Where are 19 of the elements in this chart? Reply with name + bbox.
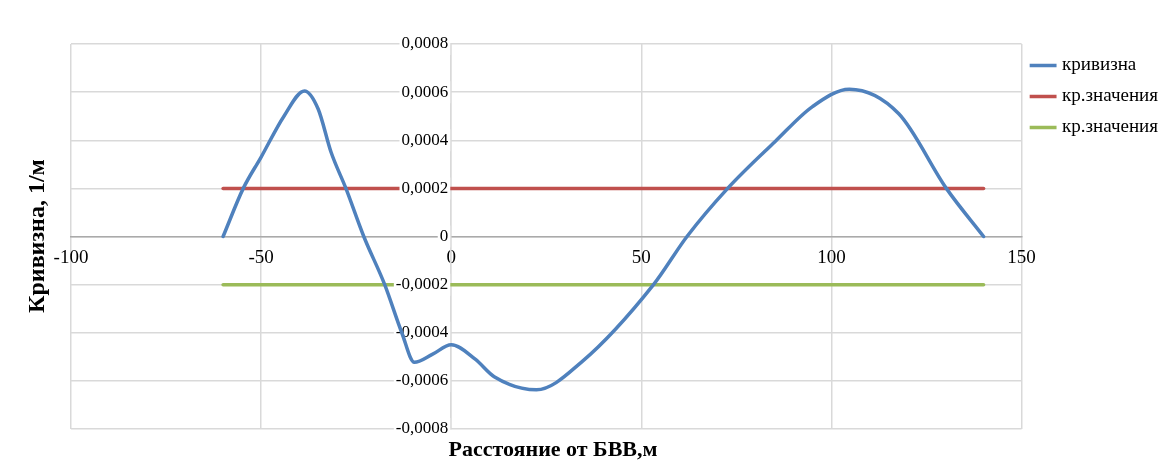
y-tick-label: 0,0006 <box>401 81 449 101</box>
y-tick-label: 0,0008 <box>401 33 449 53</box>
legend-label: кр.значения <box>1062 84 1159 106</box>
legend-label: кривизна <box>1062 53 1137 75</box>
x-tick-label: -100 <box>53 245 89 267</box>
y-tick-label: -0,0002 <box>395 274 449 294</box>
x-axis-title: Расстояние от БВВ,м <box>448 436 658 462</box>
y-tick-label: 0 <box>439 225 449 245</box>
x-tick-label: 100 <box>817 245 846 267</box>
x-tick-label: 150 <box>1007 245 1036 267</box>
y-tick-label: 0,0004 <box>401 129 449 149</box>
y-tick-label: -0,0008 <box>395 418 449 438</box>
line-series <box>221 87 986 392</box>
x-tick-label: 50 <box>631 245 651 267</box>
legend-label: кр.значения <box>1062 115 1159 137</box>
x-tick-label: -50 <box>248 245 274 267</box>
y-tick-label: -0,0006 <box>395 370 449 390</box>
y-tick-label: 0,0002 <box>401 177 449 197</box>
y-axis-title: Кривизна, 1/м <box>22 159 50 313</box>
